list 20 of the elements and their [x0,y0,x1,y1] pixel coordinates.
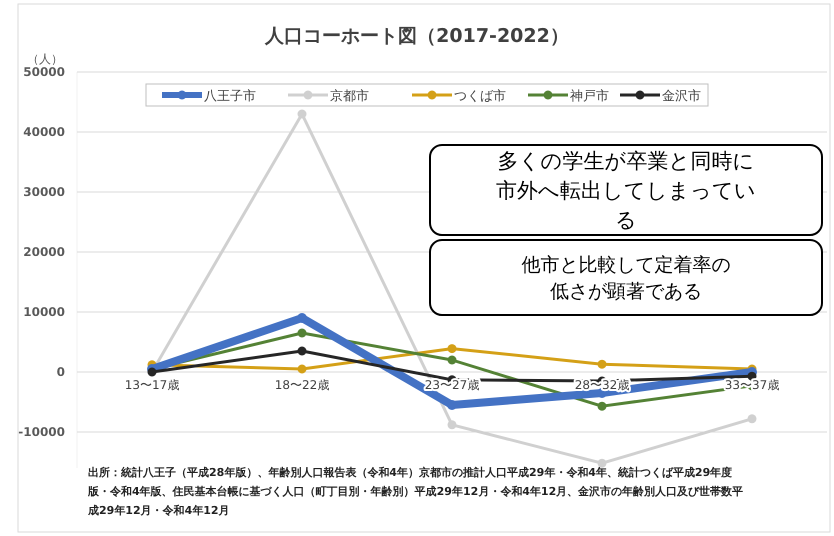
legend-label: 八王子市 [204,89,256,104]
y-tick-label: 20000 [23,245,65,259]
legend-label: 金沢市 [662,89,701,104]
legend-label: 京都市 [330,89,369,104]
annotation: 他市と比較して定着率の低さが顕著である [522,254,730,302]
y-tick-label: 50000 [23,65,65,79]
x-tick-label: 23〜27歳 [424,378,480,392]
x-tick-label: 18〜22歳 [274,378,330,392]
y-tick-label: 10000 [23,305,65,319]
chart-title: 人口コーホート図（2017-2022） [264,25,569,47]
y-tick-label: 40000 [23,125,65,139]
x-tick-label: 13〜17歳 [124,378,180,392]
y-tick-label: -10000 [18,425,65,439]
y-axis-title: （人） [27,52,63,66]
y-tick-label: 0 [56,365,65,379]
legend-label: つくば市 [454,89,506,104]
annotation: 多くの学生が卒業と同時に市外へ転出してしまっている [496,148,756,232]
y-tick-label: 30000 [23,185,65,199]
legend-label: 神戸市 [570,89,609,104]
annotation: 出所：統計八王子（平成28年版）、年齢別人口報告表（令和4年）京都市の推計人口平成29年・令和4年、統計つくば平成29年度版・令和4年版、住民基本台帳に基づく人口（町丁目別・年齢別）平成29年12月・令和4年12月、金沢市の年齢別人口及び世帯数平成29年12月・令和4年12月 [88,465,744,519]
